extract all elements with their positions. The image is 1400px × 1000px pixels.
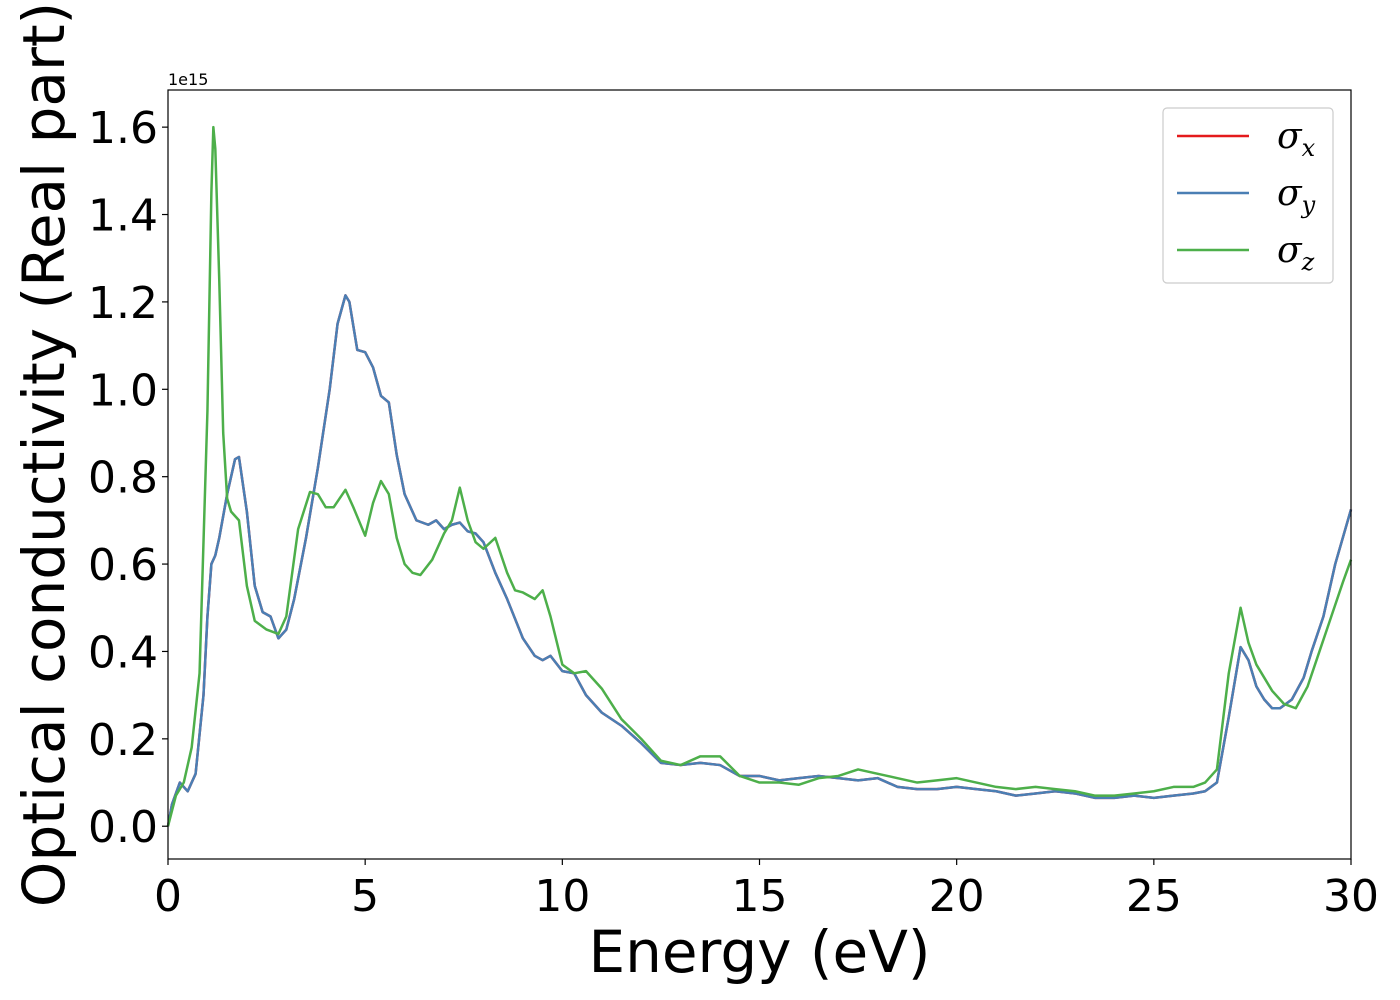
y-axis-ticks: 0.0 0.2 0.4 0.6 0.8 1.0 1.2 1.4 1.6 — [88, 103, 168, 853]
legend-symbol: σ — [1277, 230, 1303, 271]
series-layer — [166, 125, 1353, 827]
legend-subscript: x — [1302, 134, 1316, 162]
y-tick-label: 0.8 — [88, 453, 158, 504]
x-tick-label: 25 — [1126, 871, 1182, 922]
y-tick-label: 0.6 — [88, 540, 158, 591]
x-tick-label: 20 — [929, 871, 985, 922]
y-tick-label: 1.4 — [88, 191, 158, 242]
x-tick-label: 15 — [732, 871, 788, 922]
legend-symbol: σ — [1277, 116, 1303, 157]
y-tick-label: 0.2 — [88, 715, 158, 766]
x-axis-ticks: 0 5 10 15 20 25 30 — [154, 859, 1379, 922]
y-tick-label: 1.0 — [88, 365, 158, 416]
legend-entry-z: σz — [1277, 230, 1315, 276]
x-tick-label: 10 — [534, 871, 590, 922]
x-tick-label: 5 — [351, 871, 379, 922]
legend-entry-x: σx — [1277, 116, 1316, 162]
legend-entry-y: σy — [1277, 173, 1316, 219]
y-tick-label: 0.4 — [88, 627, 158, 678]
y-tick-label: 0.0 — [88, 802, 158, 853]
legend-subscript: y — [1301, 191, 1316, 219]
series-line-z — [166, 125, 1353, 827]
y-axis-offset-label: 1e15 — [168, 70, 208, 89]
x-tick-label: 0 — [154, 871, 182, 922]
x-axis-label: Energy (eV) — [588, 918, 930, 986]
y-tick-label: 1.2 — [88, 278, 158, 329]
y-axis-label: Optical conductivity (Real part) — [10, 2, 78, 907]
legend-subscript: z — [1301, 248, 1315, 276]
y-tick-label: 1.6 — [88, 103, 158, 154]
series-line-x — [166, 294, 1353, 827]
series-line-y — [166, 294, 1353, 827]
legend-box — [1162, 107, 1334, 284]
legend-symbol: σ — [1277, 173, 1303, 214]
x-tick-label: 30 — [1323, 871, 1379, 922]
